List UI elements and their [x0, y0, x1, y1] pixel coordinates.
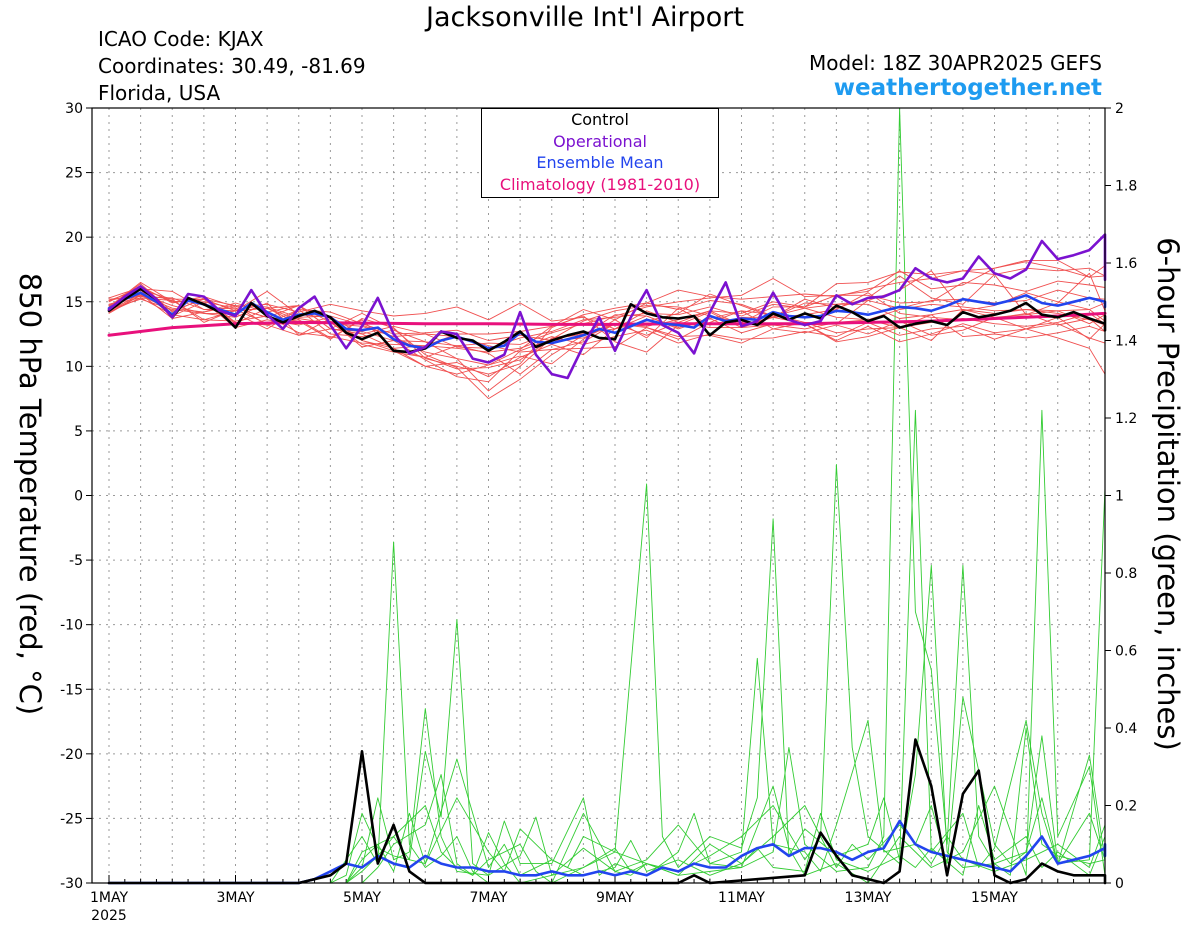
- y-tick-label: 10: [65, 359, 83, 375]
- y2-tick-label: 1.8: [1115, 179, 1137, 195]
- precip-member-line: [108, 657, 1106, 884]
- y-tick-label: 25: [65, 166, 83, 182]
- precip-member-line: [108, 107, 1106, 884]
- legend-climatology: Climatology (1981-2010): [499, 174, 701, 194]
- y-tick-label: -15: [60, 682, 83, 698]
- precip-member-line: [108, 805, 1106, 884]
- precip-control-line: [107, 738, 1107, 885]
- x-tick-label: 9MAY: [596, 890, 634, 906]
- y-axis-label-right: 6-hour Precipitation (green, inches): [1151, 237, 1185, 751]
- y-tick-label: -20: [60, 747, 83, 763]
- precip-ensemble-mean-line: [107, 819, 1107, 885]
- y-tick-label: -5: [69, 553, 83, 569]
- y2-tick-label: 1: [1115, 489, 1124, 505]
- y-tick-label: 20: [65, 230, 83, 246]
- x-tick-label: 3MAY: [216, 890, 254, 906]
- y-tick-label: 0: [74, 489, 83, 505]
- axis-ticks: 302520151050-5-10-15-20-25-3021.81.61.41…: [60, 101, 1137, 924]
- y-tick-label: -10: [60, 618, 83, 634]
- y-tick-label: 30: [65, 101, 83, 117]
- temperature-operational-line: [107, 233, 1107, 380]
- main-series: [107, 233, 1107, 885]
- legend-operational: Operational: [553, 131, 647, 151]
- y-tick-label: 5: [74, 424, 83, 440]
- y2-tick-label: 1.4: [1115, 334, 1137, 350]
- x-tick-label: 11MAY: [718, 890, 765, 906]
- y2-tick-label: 0.4: [1115, 721, 1137, 737]
- y2-tick-label: 0.2: [1115, 799, 1137, 815]
- region: Florida, USA: [98, 81, 221, 105]
- temperature-ensemble-mean-line: [107, 291, 1107, 350]
- legend-ensemble-mean: Ensemble Mean: [536, 153, 664, 172]
- precip-members: [108, 107, 1106, 884]
- y2-tick-label: 1.2: [1115, 411, 1137, 427]
- y-tick-label: -25: [60, 811, 83, 827]
- precip-member-line: [108, 464, 1106, 884]
- site-link[interactable]: weathertogether.net: [833, 75, 1102, 101]
- precip-member-line: [108, 797, 1106, 884]
- y2-tick-label: 0.6: [1115, 644, 1137, 660]
- y-tick-label: -30: [60, 876, 83, 892]
- legend: Control Operational Ensemble Mean Climat…: [481, 108, 719, 198]
- x-tick-label-year: 2025: [91, 908, 127, 924]
- temperature-member-line: [108, 259, 1106, 347]
- x-tick-label: 15MAY: [971, 890, 1018, 906]
- y-axis-label-left: 850 hPa Temperature (red, °C): [13, 272, 47, 716]
- legend-control: Control: [571, 110, 629, 129]
- temperature-control-line: [107, 287, 1107, 354]
- coordinates: Coordinates: 30.49, -81.69: [98, 54, 366, 78]
- precip-member-line: [108, 409, 1106, 884]
- x-tick-label: 13MAY: [845, 890, 892, 906]
- x-tick-label: 1MAY: [90, 890, 128, 906]
- y2-tick-label: 0.8: [1115, 566, 1137, 582]
- x-tick-label: 7MAY: [469, 890, 507, 906]
- temperature-member-line: [108, 290, 1106, 366]
- temperature-member-line: [108, 280, 1106, 383]
- y2-tick-label: 0: [1115, 876, 1124, 892]
- icao-code: ICAO Code: KJAX: [98, 27, 264, 51]
- precip-member-line: [108, 409, 1106, 884]
- y2-tick-label: 1.6: [1115, 256, 1137, 272]
- y-tick-label: 15: [65, 295, 83, 311]
- x-tick-label: 5MAY: [343, 890, 381, 906]
- grid: [92, 108, 1105, 883]
- y2-tick-label: 2: [1115, 101, 1124, 117]
- chart-title: Jacksonville Int'l Airport: [426, 2, 744, 33]
- model-run: Model: 18Z 30APR2025 GEFS: [809, 51, 1102, 75]
- temperature-member-line: [108, 297, 1106, 353]
